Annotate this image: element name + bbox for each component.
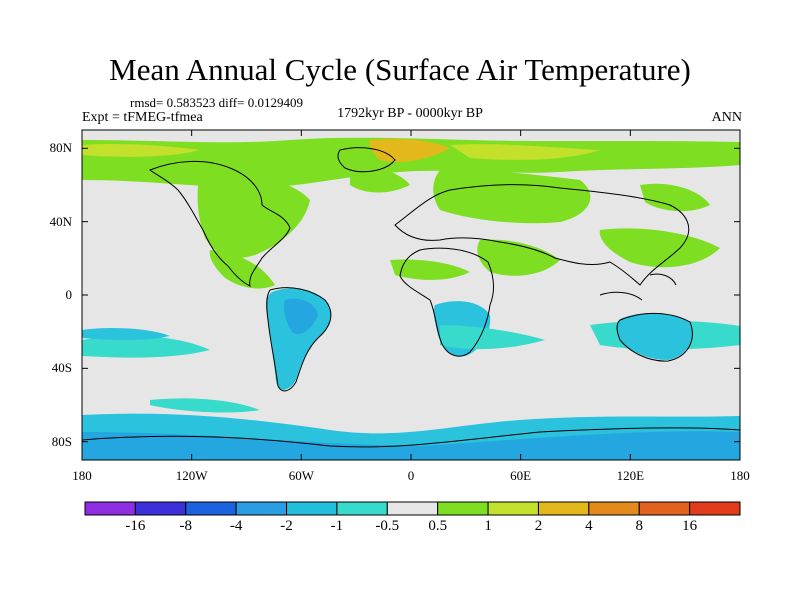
colorbar-box <box>134 501 187 516</box>
experiment-label: Expt = tFMEG-tfmea <box>82 110 203 125</box>
colorbar-box <box>185 501 237 516</box>
field-east-asia-green <box>640 183 710 212</box>
colorbar-box <box>689 501 741 516</box>
colorbar-label: 16 <box>682 518 698 534</box>
field-east-pacific-cyan <box>82 328 170 340</box>
field-alaska-yellowgreen <box>82 143 200 157</box>
stats-text: rmsd= 0.583523 diff= 0.0129409 <box>130 95 303 110</box>
lon-tick-label: 0 <box>407 468 415 483</box>
colorbar-box <box>638 501 691 516</box>
field-south-atlantic-indian-teal <box>440 325 545 350</box>
coast-africa <box>399 247 495 357</box>
colorbar-box <box>386 501 439 516</box>
lat-tick-label: 80S <box>51 433 72 449</box>
colorbar-label: 0.5 <box>428 518 448 534</box>
colorbar-box <box>336 501 388 516</box>
colorbar-label: 2 <box>534 518 543 534</box>
colorbar-label: -2 <box>280 518 293 534</box>
longitude-ticks <box>81 130 741 460</box>
field-australia-cyan <box>617 313 692 360</box>
colorbar-box <box>286 501 338 516</box>
chart-title: Mean Annual Cycle (Surface Air Temperatu… <box>109 52 691 87</box>
lat-tick-label: 40N <box>49 213 72 229</box>
lon-tick-label: 180 <box>72 468 92 483</box>
colorbar-label: 8 <box>635 518 643 534</box>
colorbar-box <box>84 501 136 516</box>
coastlines <box>82 147 740 448</box>
lon-tick-label: 60E <box>510 468 532 483</box>
lon-tick-label: 120W <box>175 468 208 483</box>
field-west-pacific-green <box>599 228 720 268</box>
colorbar-box <box>487 501 539 516</box>
field-central-america-green <box>209 250 275 289</box>
coast-eurasia <box>394 184 690 286</box>
coast-greenland <box>337 147 396 173</box>
field-sahel-green <box>390 259 470 280</box>
lat-tick-label: 40S <box>51 360 72 376</box>
coast-maritime-continent <box>599 273 677 301</box>
coast-north-america <box>148 161 291 287</box>
season-label: ANN <box>711 110 742 125</box>
period-label: 1792kyr BP - 0000kyr BP <box>337 106 483 121</box>
colorbar-label: 1 <box>484 518 492 534</box>
colorbar-label: -0.5 <box>375 518 400 534</box>
field-southeast-pacific-teal <box>82 335 210 358</box>
field-barents-orange <box>369 138 450 162</box>
anomaly-field <box>82 130 740 460</box>
coast-antarctica <box>82 427 740 448</box>
lon-tick-label: 120E <box>616 468 645 483</box>
field-south-pacific-teal <box>150 398 260 413</box>
colorbar-box <box>235 501 288 516</box>
field-arabia-green <box>477 239 560 276</box>
lon-tick-label: 180 <box>730 468 750 483</box>
colorbar-box <box>437 501 489 516</box>
colorbar-box <box>537 501 590 516</box>
colorbar <box>84 501 741 516</box>
coast-south-america <box>266 287 332 392</box>
field-siberia-yellowgreen <box>450 144 600 160</box>
colorbar-box <box>588 501 640 516</box>
colorbar-label: -1 <box>330 518 344 534</box>
latitude-ticks <box>82 147 740 443</box>
lat-tick-label: 80N <box>49 140 72 156</box>
colorbar-label: -4 <box>229 518 243 534</box>
field-north-america-green <box>197 173 310 258</box>
coast-australia <box>616 312 693 362</box>
lat-tick-label: 0 <box>65 287 73 302</box>
colorbar-label: -8 <box>179 518 193 534</box>
colorbar-label: 4 <box>585 518 593 534</box>
lon-tick-label: 60W <box>288 468 314 483</box>
colorbar-label: -16 <box>125 518 146 534</box>
field-central-asia-green <box>433 169 591 224</box>
field-south-america-core-blue <box>283 298 318 335</box>
